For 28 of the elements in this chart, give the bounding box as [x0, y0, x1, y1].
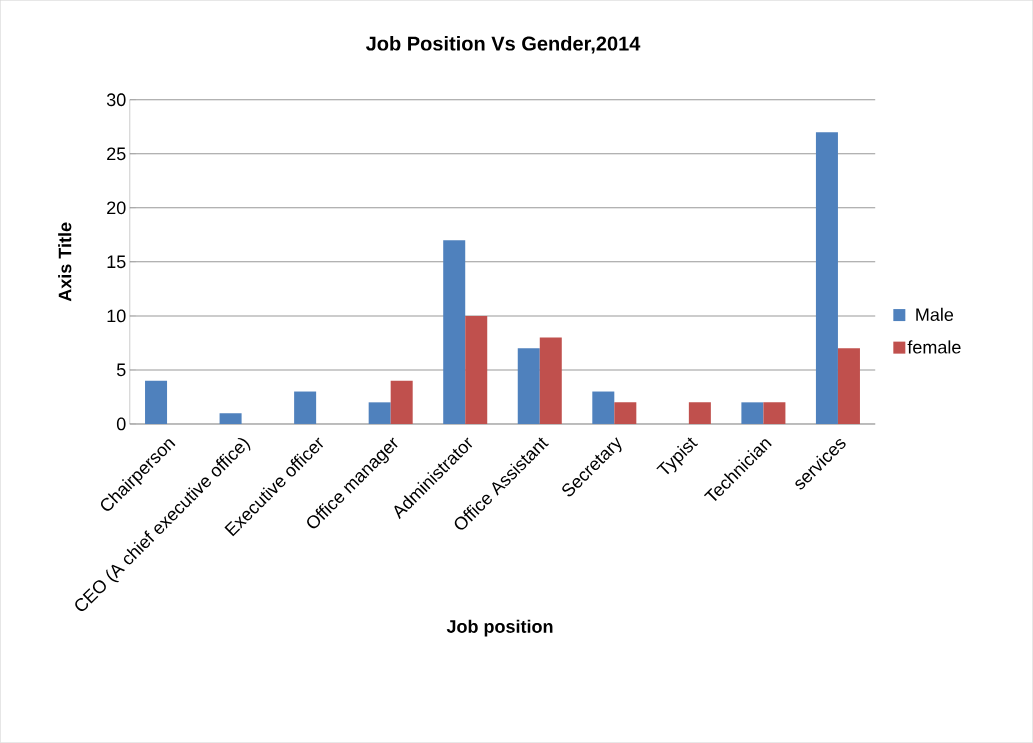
y-tick-label: 10 — [107, 309, 126, 323]
bar — [219, 413, 242, 425]
legend-label: female — [907, 340, 961, 354]
bar — [390, 380, 413, 425]
y-tick-label: 5 — [116, 363, 126, 377]
bar — [763, 402, 786, 425]
x-axis-title: Job position — [446, 619, 553, 637]
bar — [368, 402, 391, 425]
bar — [145, 380, 168, 425]
y-tick-label: 0 — [116, 417, 126, 431]
bar — [688, 402, 711, 425]
y-tick-label: 30 — [106, 93, 126, 107]
bar — [741, 402, 764, 425]
bar — [443, 240, 466, 425]
y-tick-label: 25 — [107, 147, 126, 161]
bar — [517, 348, 540, 425]
bar — [614, 402, 637, 425]
bar — [837, 348, 860, 425]
y-axis-title: Axis Title — [58, 222, 72, 302]
bar — [592, 391, 615, 425]
legend-label: Male — [916, 307, 954, 322]
y-tick-label: 15 — [107, 255, 126, 269]
bar — [815, 132, 838, 425]
bar — [294, 391, 317, 425]
bar — [539, 337, 562, 425]
y-tick-label: 20 — [107, 201, 126, 215]
bar — [465, 315, 488, 425]
chart-title: Job Position Vs Gender,2014 — [365, 36, 641, 54]
